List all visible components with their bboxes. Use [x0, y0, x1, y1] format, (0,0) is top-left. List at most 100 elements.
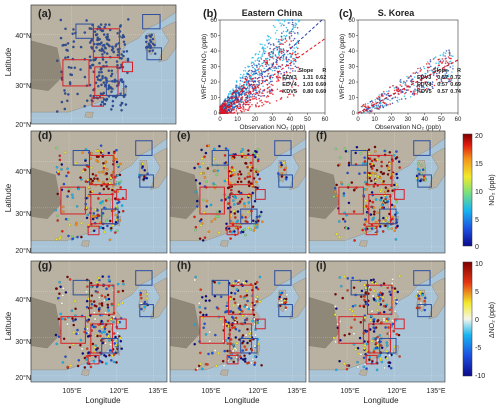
- scatter-point-edv4: [271, 80, 273, 83]
- station-dot: [55, 110, 59, 113]
- stats-name-kdv5: KDV5: [417, 89, 432, 95]
- station-dot: [101, 212, 105, 215]
- scatter-point-edv4: [414, 90, 416, 92]
- station-dot: [364, 329, 367, 332]
- station-dot: [230, 357, 233, 360]
- scatter-point-kdv5: [292, 93, 295, 96]
- station-dot: [91, 342, 95, 346]
- scatter-point-edv3: [397, 101, 399, 103]
- station-dot: [97, 74, 101, 77]
- station-dot: [61, 317, 64, 321]
- station-dot: [83, 168, 86, 171]
- station-dot: [393, 287, 397, 290]
- scatter-point-edv4: [411, 78, 414, 80]
- scatter-point-edv3: [283, 20, 286, 23]
- scatter-point-edv3: [277, 53, 280, 55]
- scatter-point-kdv5: [232, 92, 235, 94]
- scatter-point-kdv5: [219, 107, 222, 110]
- station-dot: [418, 292, 422, 296]
- scatter-point-kdv5: [248, 106, 251, 108]
- scatter-point-edv4: [281, 43, 283, 45]
- station-dot: [348, 332, 351, 336]
- station-dot: [380, 196, 383, 200]
- station-dot: [362, 305, 366, 308]
- station-dot: [243, 295, 247, 298]
- x-tick-label: 60: [322, 117, 329, 123]
- scatter-point-edv3: [238, 85, 241, 87]
- scatter-point-edv3: [295, 41, 298, 44]
- station-dot: [253, 344, 257, 348]
- region-box-red: [91, 97, 105, 107]
- scatter-point-kdv5: [236, 104, 239, 107]
- station-dot: [56, 192, 59, 196]
- scatter-point-edv4: [378, 99, 381, 101]
- scatter-point-kdv5: [223, 102, 225, 104]
- scatter-point-kdv5: [257, 105, 260, 108]
- station-dot: [87, 194, 91, 198]
- station-dot: [59, 18, 63, 22]
- scatter-point-edv4: [277, 72, 280, 74]
- region-box-blue: [240, 337, 258, 354]
- scatter-point-edv4: [429, 60, 432, 63]
- station-dot: [106, 35, 109, 39]
- scatter-point-kdv5: [278, 56, 280, 58]
- station-dot: [280, 301, 284, 304]
- scatter-point-edv3: [272, 24, 275, 27]
- station-dot: [246, 341, 249, 345]
- station-dot: [58, 280, 61, 284]
- station-dot: [98, 37, 101, 41]
- station-dot: [398, 355, 401, 358]
- lon-tick: 135°E: [148, 387, 167, 395]
- scatter-point-edv3: [439, 54, 442, 57]
- scatter-point-edv3: [276, 29, 278, 32]
- x-tick-label: 20: [252, 117, 259, 123]
- station-dot: [86, 285, 89, 288]
- scatter-point-kdv5: [267, 73, 270, 75]
- scatter-point-kdv5: [408, 76, 410, 78]
- station-dot: [60, 163, 64, 166]
- station-dot: [105, 178, 109, 181]
- scatter-point-kdv5: [439, 61, 442, 63]
- region-box-blue: [72, 279, 90, 296]
- station-dot: [354, 304, 357, 307]
- scatter-point-edv4: [290, 75, 293, 78]
- station-dot: [284, 300, 288, 304]
- scatter-point-kdv5: [230, 105, 233, 107]
- station-dot: [83, 104, 86, 108]
- station-dot: [60, 302, 64, 305]
- station-dot: [241, 349, 244, 352]
- scatter-point-kdv5: [295, 90, 298, 93]
- station-dot: [237, 177, 241, 180]
- scatter-point-edv3: [383, 98, 385, 101]
- scatter-point-edv4: [230, 108, 233, 110]
- station-dot: [64, 151, 67, 154]
- station-dot: [254, 297, 258, 301]
- station-dot: [370, 191, 374, 194]
- scatter-point-kdv5: [447, 56, 450, 58]
- stats-r-edv3: 0.72: [450, 75, 461, 81]
- scatter-point-kdv5: [244, 92, 247, 94]
- station-dot: [208, 330, 211, 334]
- station-dot: [387, 364, 391, 368]
- scatter-point-edv3: [292, 25, 295, 28]
- station-dot: [239, 180, 243, 184]
- station-dot: [388, 361, 392, 365]
- scatter-point-edv3: [270, 63, 273, 65]
- station-dot: [199, 311, 202, 314]
- colorbar-dno2-label: ΔNO₂ (ppb): [489, 302, 496, 338]
- stats-name-edv4: EDV4: [282, 82, 297, 88]
- station-dot: [71, 237, 75, 241]
- map-japan: [150, 277, 168, 320]
- station-dot: [235, 220, 239, 224]
- station-dot: [127, 18, 130, 21]
- station-dot: [254, 355, 257, 358]
- station-dot: [85, 358, 88, 361]
- station-dot: [284, 178, 288, 181]
- scatter-point-edv3: [445, 77, 448, 79]
- scatter-point-edv4: [296, 31, 299, 34]
- region-box-blue: [135, 270, 153, 286]
- map-frame: [169, 130, 307, 254]
- station-dot: [372, 318, 375, 322]
- scatter-point-edv3: [426, 61, 429, 63]
- scatter-point-edv4: [290, 60, 292, 62]
